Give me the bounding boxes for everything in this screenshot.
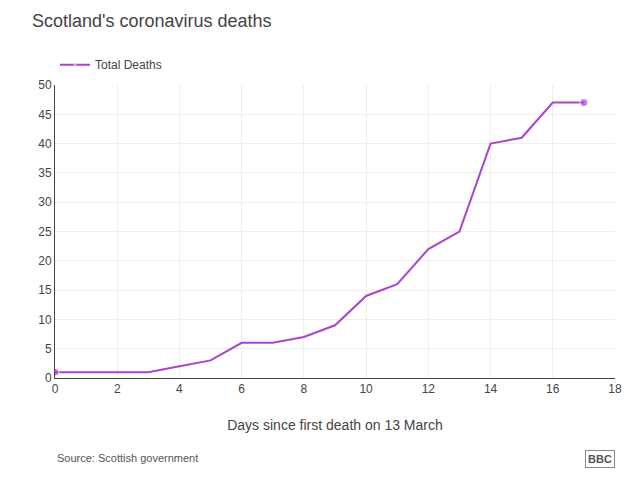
svg-text:10: 10 <box>359 382 373 396</box>
svg-text:5: 5 <box>45 342 52 356</box>
svg-text:50: 50 <box>38 78 52 92</box>
svg-text:0: 0 <box>45 371 52 385</box>
svg-text:Total Deaths: Total Deaths <box>95 58 162 72</box>
svg-text:10: 10 <box>38 313 52 327</box>
svg-text:12: 12 <box>422 382 436 396</box>
svg-text:20: 20 <box>38 254 52 268</box>
svg-text:30: 30 <box>38 195 52 209</box>
svg-text:18: 18 <box>608 382 622 396</box>
svg-text:14: 14 <box>484 382 498 396</box>
svg-text:45: 45 <box>38 108 52 122</box>
svg-text:40: 40 <box>38 137 52 151</box>
svg-text:Days since first death on 13 M: Days since first death on 13 March <box>227 417 443 433</box>
svg-text:15: 15 <box>38 283 52 297</box>
svg-text:BBC: BBC <box>588 453 612 465</box>
svg-text:25: 25 <box>38 225 52 239</box>
svg-text:Source: Scottish government: Source: Scottish government <box>57 452 198 464</box>
svg-text:35: 35 <box>38 166 52 180</box>
svg-text:Scotland's coronavirus deaths: Scotland's coronavirus deaths <box>32 11 272 31</box>
svg-text:16: 16 <box>546 382 560 396</box>
svg-text:2: 2 <box>114 382 121 396</box>
svg-text:8: 8 <box>301 382 308 396</box>
svg-text:4: 4 <box>176 382 183 396</box>
svg-text:6: 6 <box>238 382 245 396</box>
svg-text:0: 0 <box>52 382 59 396</box>
